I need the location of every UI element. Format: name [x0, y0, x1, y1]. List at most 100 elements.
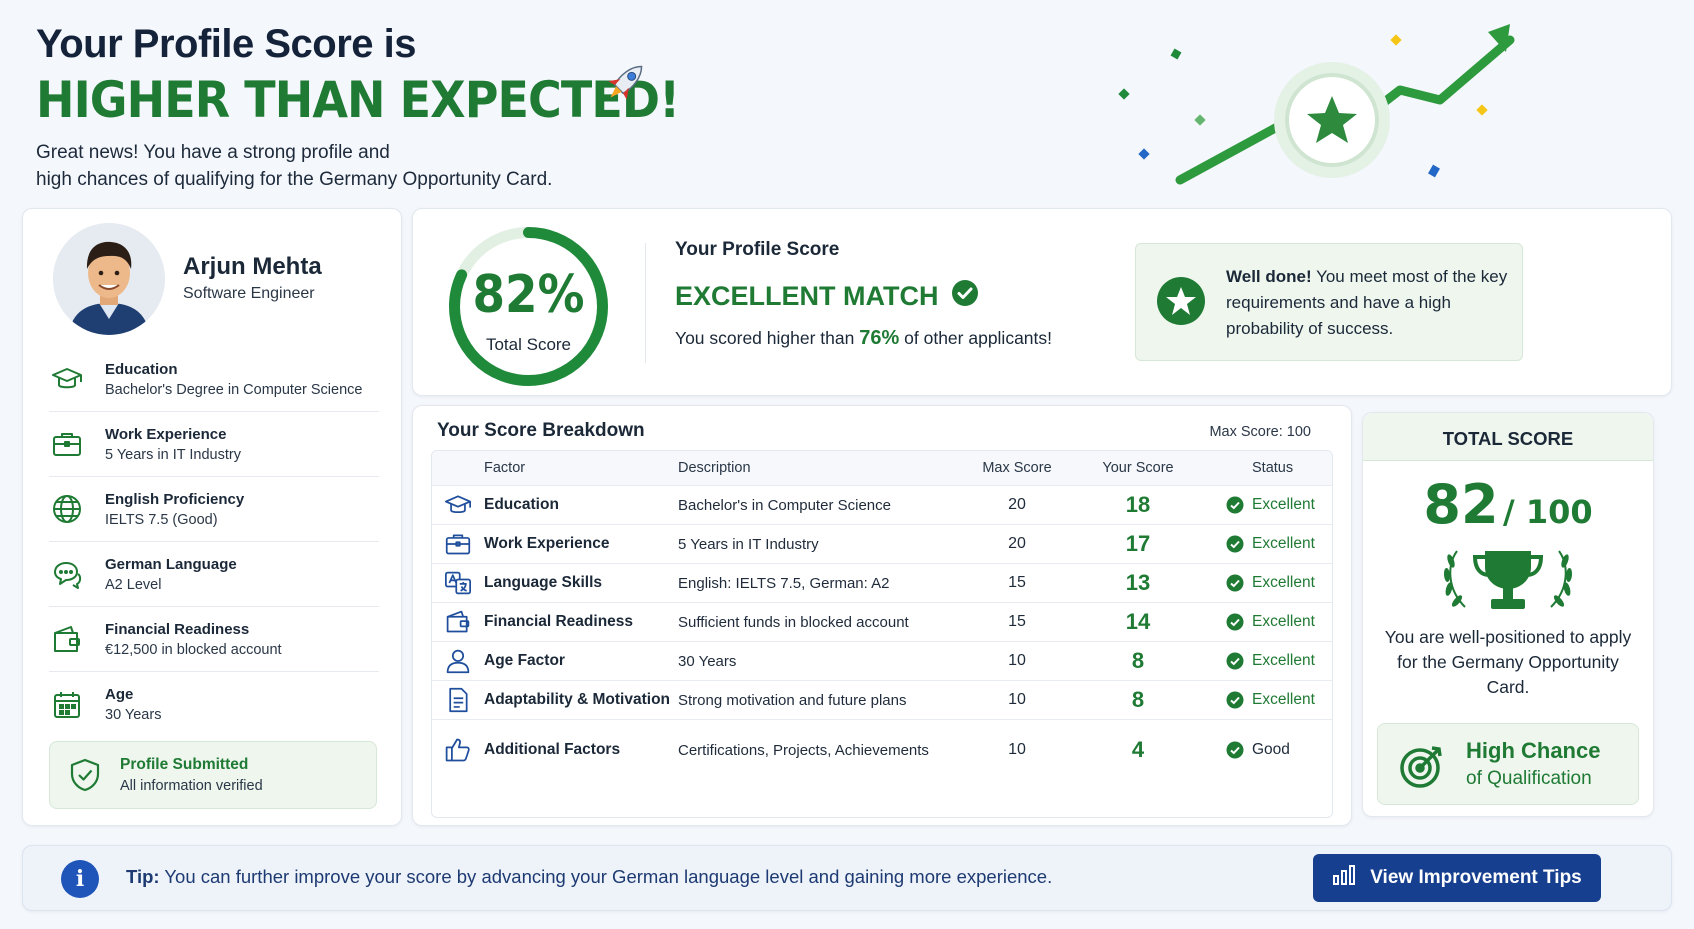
row-your-score: 8 [1131, 687, 1145, 712]
growth-arrow-decoration [1118, 24, 1515, 185]
row-your-score: 4 [1131, 737, 1145, 762]
hero-title-line1: Your Profile Score is [36, 22, 417, 66]
profile-score-label: Your Profile Score [675, 239, 840, 260]
total-score-number: 82 [1423, 473, 1499, 536]
graduation-cap-icon [49, 363, 105, 395]
row-description: Bachelor's in Computer Science [678, 496, 891, 514]
row-status: Excellent [1206, 613, 1332, 631]
hero-subtitle-line2: high chances of qualifying for the Germa… [36, 169, 553, 190]
avatar [53, 223, 165, 335]
profile-item-value: €12,500 in blocked account [105, 641, 282, 658]
hero-title-line2: HIGHER THAN EXPECTED! [36, 71, 680, 129]
breakdown-max-score: Max Score: 100 [1209, 424, 1311, 440]
profile-item-education: Education Bachelor's Degree in Computer … [49, 347, 379, 412]
row-status-text: Excellent [1252, 691, 1315, 708]
score-breakdown-card: Your Score Breakdown Max Score: 100 Fact… [412, 405, 1352, 826]
header-your-score: Your Score [1102, 460, 1174, 476]
well-done-box: Well done! You meet most of the key requ… [1135, 243, 1523, 361]
hero-subtitle: Great news! You have a strong profile an… [36, 139, 596, 193]
score-ring: 82% Total Score [441, 219, 616, 394]
check-circle-icon [951, 279, 979, 314]
tip-bar: i Tip: You can further improve your scor… [22, 845, 1672, 911]
check-circle-icon [1226, 574, 1244, 592]
row-max-score: 20 [1008, 496, 1026, 513]
qualification-chance-title: High Chance [1466, 738, 1601, 763]
briefcase-icon [432, 531, 484, 557]
table-row: Adaptability & Motivation Strong motivat… [432, 681, 1332, 720]
total-score-value: 82 / 100 [1363, 473, 1653, 536]
check-circle-icon [1226, 613, 1244, 631]
wallet-icon [432, 609, 484, 635]
table-row: Financial Readiness Sufficient funds in … [432, 603, 1332, 642]
row-status-text: Excellent [1252, 496, 1315, 513]
profile-item-title: Age [105, 686, 134, 703]
comparison-percentage: 76% [859, 327, 900, 349]
comparison-text: You scored higher than 76% of other appl… [675, 327, 1052, 350]
well-done-text: Well done! You meet most of the key requ… [1226, 264, 1516, 342]
profile-submitted-title: Profile Submitted [120, 756, 249, 773]
header-status: Status [1252, 460, 1294, 476]
user-icon [432, 648, 484, 674]
breakdown-table: Factor Description Max Score Your Score … [431, 450, 1333, 818]
tip-label: Tip: [126, 866, 160, 887]
profile-item-german: German Language A2 Level [49, 542, 379, 607]
row-your-score: 8 [1131, 648, 1145, 673]
row-status: Excellent [1206, 574, 1332, 592]
row-description: Strong motivation and future plans [678, 691, 907, 709]
row-status: Good [1206, 741, 1332, 759]
star-badge-icon [1156, 276, 1206, 331]
row-your-score: 13 [1125, 570, 1151, 595]
info-icon: i [61, 860, 99, 898]
row-max-score: 10 [1008, 741, 1026, 758]
chat-bubbles-icon [49, 558, 105, 590]
qualification-chance-box: High Chance of Qualification [1377, 723, 1639, 805]
row-your-score: 14 [1125, 609, 1151, 634]
view-improvement-tips-button[interactable]: View Improvement Tips [1313, 854, 1601, 902]
row-max-score: 15 [1008, 613, 1026, 630]
row-factor: Language Skills [484, 574, 603, 591]
profile-submitted-box: Profile Submitted All information verifi… [49, 741, 377, 809]
match-status-text: EXCELLENT MATCH [675, 281, 939, 311]
table-header-row: Factor Description Max Score Your Score … [432, 451, 1332, 486]
profile-item-title: German Language [105, 555, 237, 573]
score-summary-card: 82% Total Score Your Profile Score EXCEL… [412, 208, 1672, 396]
row-max-score: 20 [1008, 535, 1026, 552]
row-max-score: 15 [1008, 574, 1026, 591]
comparison-suffix: of other applicants! [904, 328, 1053, 348]
check-circle-icon [1226, 652, 1244, 670]
profile-item-value: 30 Years [105, 707, 162, 723]
row-description: Sufficient funds in blocked account [678, 613, 909, 631]
profile-item-financial: Financial Readiness €12,500 in blocked a… [49, 607, 379, 672]
hero-section: Your Profile Score is HIGHER THAN EXPECT… [36, 22, 736, 193]
row-factor: Adaptability & Motivation [484, 691, 670, 708]
hero-subtitle-line1: Great news! You have a strong profile an… [36, 142, 390, 163]
profile-name: Arjun Mehta [183, 253, 322, 280]
header-description: Description [678, 460, 751, 476]
calendar-icon [49, 689, 105, 721]
briefcase-icon [49, 428, 105, 460]
row-factor: Additional Factors [484, 741, 621, 758]
thumbs-up-icon [432, 736, 484, 764]
bar-chart-icon [1332, 864, 1356, 892]
profile-item-title: English Proficiency [105, 490, 245, 508]
row-factor: Education [484, 496, 559, 513]
comparison-prefix: You scored higher than [675, 328, 855, 348]
profile-item-title: Education [105, 360, 178, 378]
row-factor: Work Experience [484, 535, 610, 552]
check-circle-icon [1226, 691, 1244, 709]
wallet-icon [49, 623, 105, 655]
profile-role: Software Engineer [183, 285, 315, 302]
profile-item-english: English Proficiency IELTS 7.5 (Good) [49, 477, 379, 542]
tip-message: You can further improve your score by ad… [164, 866, 1053, 887]
profile-card: Arjun Mehta Software Engineer Education … [22, 208, 402, 826]
view-improvement-tips-label: View Improvement Tips [1370, 867, 1582, 888]
profile-item-value: 5 Years in IT Industry [105, 446, 241, 463]
row-status-text: Excellent [1252, 613, 1315, 630]
row-max-score: 10 [1008, 652, 1026, 669]
document-icon [432, 687, 484, 713]
row-status: Excellent [1206, 496, 1332, 514]
check-circle-icon [1226, 535, 1244, 553]
profile-item-title: Work Experience [105, 425, 227, 443]
profile-submitted-subtitle: All information verified [120, 778, 263, 794]
profile-item-age: Age 30 Years [49, 672, 379, 737]
